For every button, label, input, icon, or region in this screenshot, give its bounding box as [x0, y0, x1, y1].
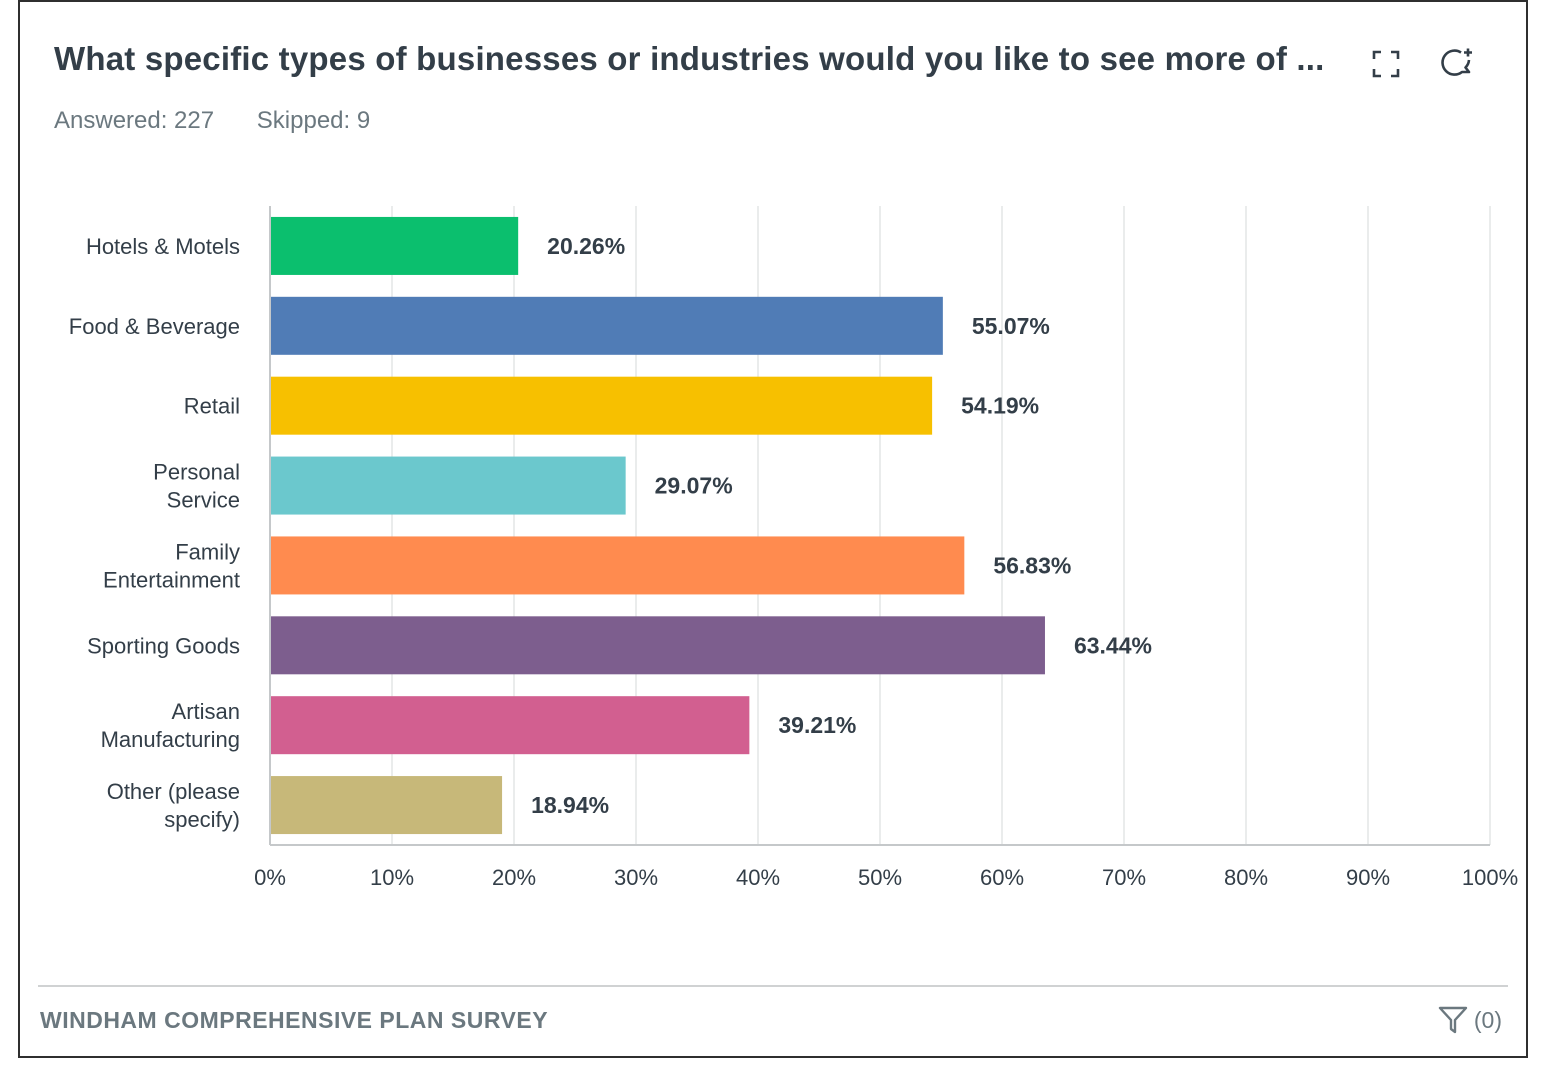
x-tick-label: 100%: [1462, 865, 1518, 890]
bar: [271, 696, 750, 755]
data-label: 29.07%: [655, 473, 733, 499]
x-tick-label: 80%: [1224, 865, 1268, 890]
category-label: Retail: [184, 394, 240, 419]
category-label: Sporting Goods: [87, 633, 240, 658]
category-label: Entertainment: [103, 567, 240, 592]
x-tick-label: 10%: [370, 865, 414, 890]
answered-count: Answered: 227: [54, 107, 215, 134]
bar: [271, 456, 626, 515]
category-label: Service: [167, 488, 240, 513]
expand-button[interactable]: [1366, 44, 1406, 84]
bar: [271, 376, 933, 435]
data-label: 20.26%: [547, 233, 625, 259]
x-tick-label: 0%: [254, 865, 286, 890]
x-tick-label: 60%: [980, 865, 1024, 890]
category-label: Personal: [153, 460, 240, 485]
filter-icon: [1438, 1006, 1468, 1034]
expand-icon: [1372, 50, 1400, 78]
response-stats: Answered: 227 Skipped: 9: [54, 107, 406, 135]
category-label: specify): [164, 807, 240, 832]
data-label: 63.44%: [1074, 632, 1152, 658]
survey-name: WINDHAM COMPREHENSIVE PLAN SURVEY: [40, 1007, 549, 1033]
skipped-count: Skipped: 9: [256, 107, 371, 134]
x-tick-label: 50%: [858, 865, 902, 890]
filter-count: (0): [1473, 1006, 1502, 1033]
add-comment-button[interactable]: [1438, 44, 1478, 84]
question-title: What specific types of businesses or ind…: [54, 40, 1325, 77]
bar: [271, 216, 519, 275]
bar: [271, 536, 965, 595]
bar: [271, 776, 503, 835]
x-tick-label: 20%: [492, 865, 536, 890]
x-tick-label: 40%: [736, 865, 780, 890]
bar-chart: 0% 10% 20% 30% 40% 50% 60% 70% 80% 90% 100% 20.26% H…: [69, 206, 1518, 890]
x-tick-label: 30%: [614, 865, 658, 890]
x-tick-label: 70%: [1102, 865, 1146, 890]
filter-button[interactable]: (0): [1438, 1005, 1502, 1035]
comment-add-icon: [1441, 48, 1472, 76]
category-label: Family: [175, 539, 240, 564]
category-label: Manufacturing: [101, 727, 240, 752]
category-label: Other (please: [107, 779, 240, 804]
data-label: 56.83%: [993, 552, 1071, 578]
footer-divider: [38, 985, 1508, 987]
bar: [271, 616, 1045, 675]
data-label: 18.94%: [531, 792, 609, 818]
category-label: Hotels & Motels: [86, 234, 240, 259]
x-tick-label: 90%: [1346, 865, 1390, 890]
question-card: What specific types of businesses or ind…: [18, 0, 1528, 1058]
category-label: Artisan: [172, 699, 240, 724]
data-label: 39.21%: [778, 712, 856, 738]
category-label: Food & Beverage: [69, 314, 240, 339]
data-label: 54.19%: [961, 393, 1039, 419]
data-label: 55.07%: [972, 313, 1050, 339]
bar: [271, 296, 943, 355]
